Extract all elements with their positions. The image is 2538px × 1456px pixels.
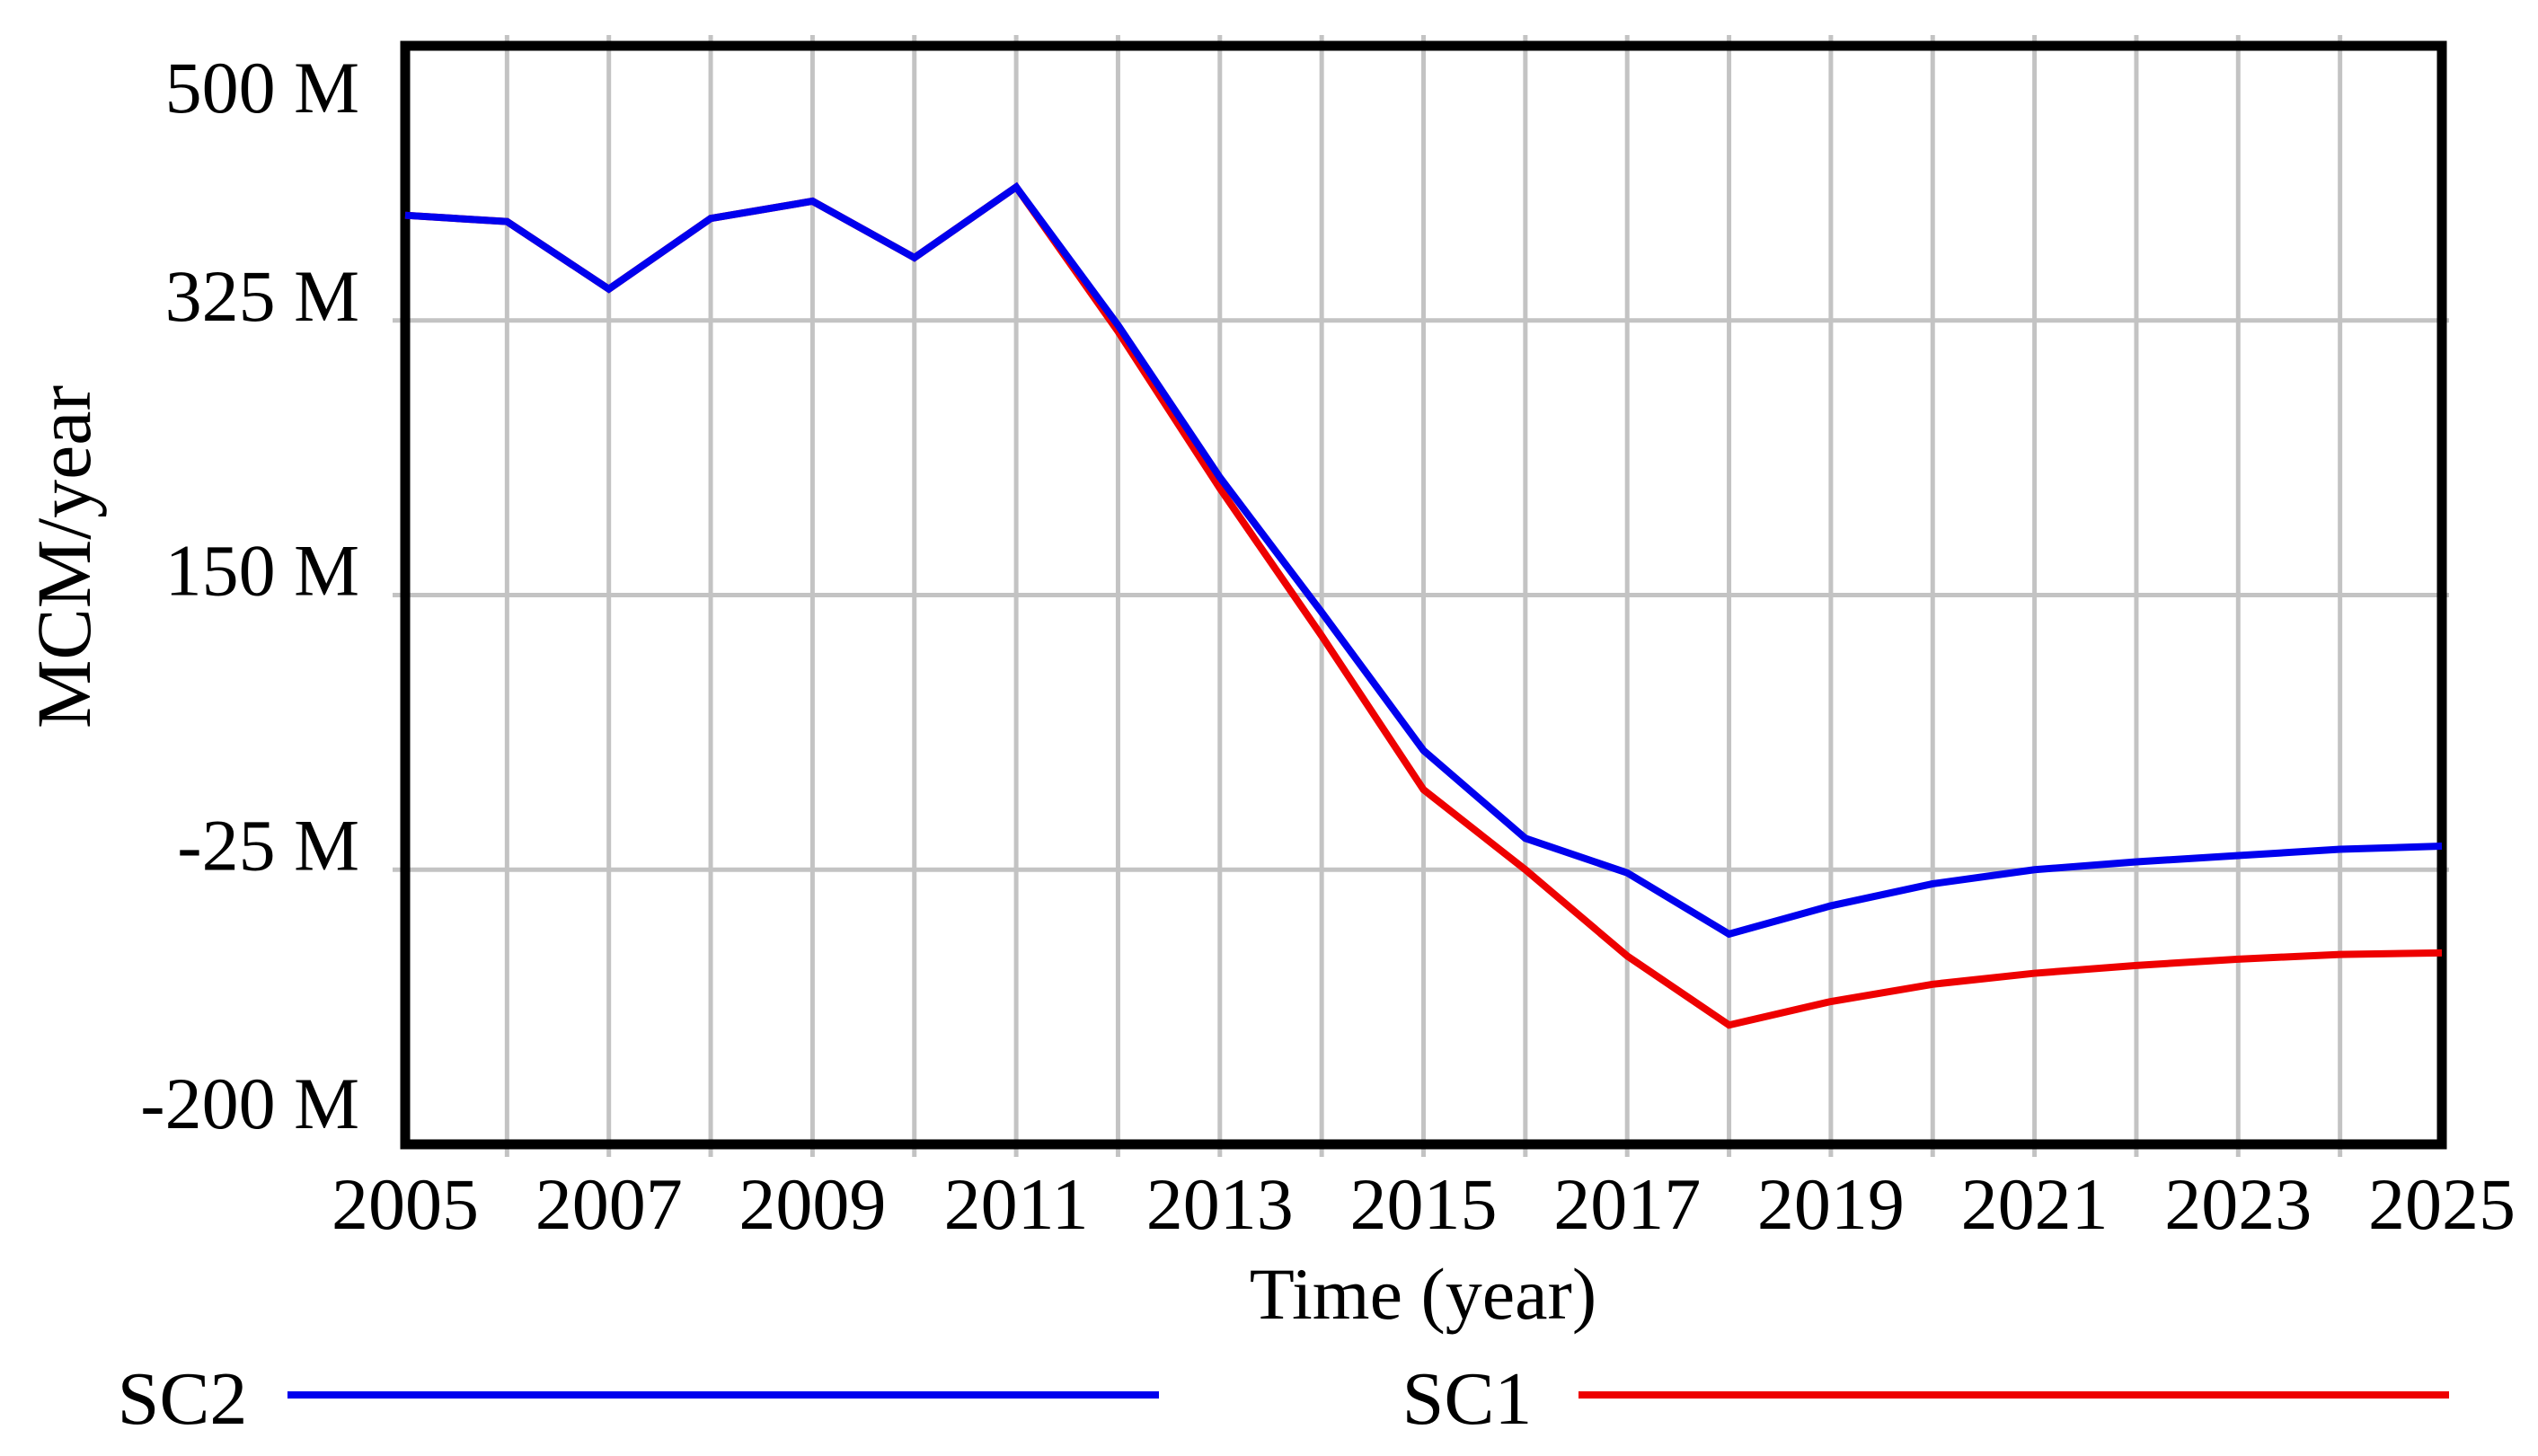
- x-axis-title: Time (year): [1250, 1253, 1596, 1335]
- plot-frame: [400, 40, 2447, 1150]
- y-tick-label: -25 M: [177, 804, 359, 886]
- y-tick-label: 150 M: [165, 530, 359, 612]
- legend-label-sc1: SC1: [1402, 1357, 1533, 1441]
- legend-label-sc2: SC2: [118, 1357, 248, 1441]
- y-axis-title: MCM/year: [21, 385, 107, 728]
- x-tick-label: 2011: [944, 1163, 1089, 1245]
- series-lines: [404, 181, 2443, 1029]
- x-tick-label: 2005: [332, 1163, 479, 1245]
- x-tick-label: 2015: [1350, 1163, 1498, 1245]
- y-tick-label: -200 M: [140, 1063, 359, 1144]
- x-axis-tick-labels: 2005 2007 2009 2011 2013 2015 2017 2019 2021 2023…: [332, 1163, 2516, 1245]
- x-tick-label: 2021: [1961, 1163, 2109, 1245]
- y-tick-label: 325 M: [165, 255, 359, 337]
- x-tick-label: 2013: [1146, 1163, 1294, 1245]
- legend: SC2 SC1: [118, 1357, 2449, 1441]
- series-line-sc2: [404, 181, 2443, 939]
- x-tick-label: 2017: [1553, 1163, 1701, 1245]
- gridlines: [393, 35, 2449, 1157]
- y-axis-tick-labels: 500 M 325 M 150 M -25 M -200 M: [140, 47, 359, 1144]
- x-tick-label: 2007: [535, 1163, 683, 1245]
- y-tick-label: 500 M: [165, 47, 359, 128]
- x-tick-label: 2023: [2164, 1163, 2312, 1245]
- x-tick-label: 2009: [738, 1163, 886, 1245]
- x-tick-label: 2019: [1757, 1163, 1905, 1245]
- x-tick-label: 2025: [2368, 1163, 2516, 1245]
